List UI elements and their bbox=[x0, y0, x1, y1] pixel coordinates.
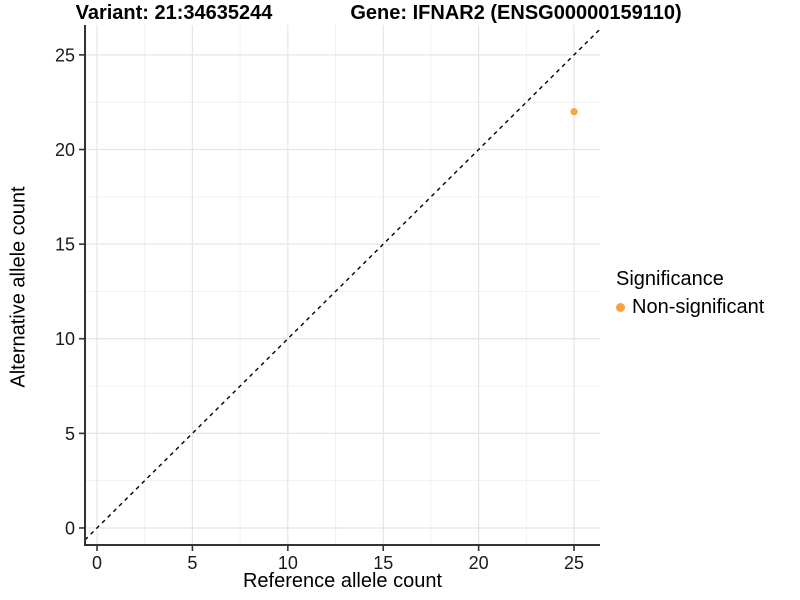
y-tick-label: 10 bbox=[55, 329, 75, 349]
x-tick-label: 15 bbox=[373, 553, 393, 573]
data-points bbox=[570, 108, 578, 116]
x-tick-label: 5 bbox=[187, 553, 197, 573]
gridlines-major bbox=[85, 25, 600, 545]
identity-line bbox=[84, 28, 601, 541]
axis-ticks bbox=[79, 54, 575, 551]
x-axis-title: Reference allele count bbox=[242, 570, 442, 592]
variant-title: Variant: 21:34635244 bbox=[75, 2, 273, 24]
y-tick-label: 5 bbox=[65, 424, 75, 444]
y-tick-label: 20 bbox=[55, 140, 75, 160]
x-tick-label: 0 bbox=[92, 553, 102, 573]
legend: Significance Non-significant bbox=[616, 268, 764, 319]
x-tick-label: 10 bbox=[278, 553, 298, 573]
legend-title: Significance bbox=[616, 268, 724, 290]
legend-point-icon bbox=[616, 303, 625, 312]
x-tick-labels: 0 5 10 15 20 25 bbox=[92, 553, 584, 573]
y-tick-label: 15 bbox=[55, 235, 75, 255]
y-tick-label: 0 bbox=[65, 518, 75, 538]
x-tick-label: 25 bbox=[564, 553, 584, 573]
y-tick-labels: 0 5 10 15 20 25 bbox=[55, 45, 75, 538]
legend-entry: Non-significant bbox=[616, 296, 764, 319]
legend-entry-label: Non-significant bbox=[632, 296, 765, 318]
y-tick-label: 25 bbox=[55, 45, 75, 65]
y-axis-title: Alternative allele count bbox=[7, 186, 30, 388]
gene-title: Gene: IFNAR2 (ENSG00000159110) bbox=[350, 2, 682, 24]
axis-lines bbox=[84, 25, 600, 546]
x-tick-label: 20 bbox=[469, 553, 489, 573]
gridlines-minor bbox=[85, 25, 600, 545]
identity-line-group bbox=[84, 28, 601, 541]
data-point bbox=[570, 108, 578, 116]
